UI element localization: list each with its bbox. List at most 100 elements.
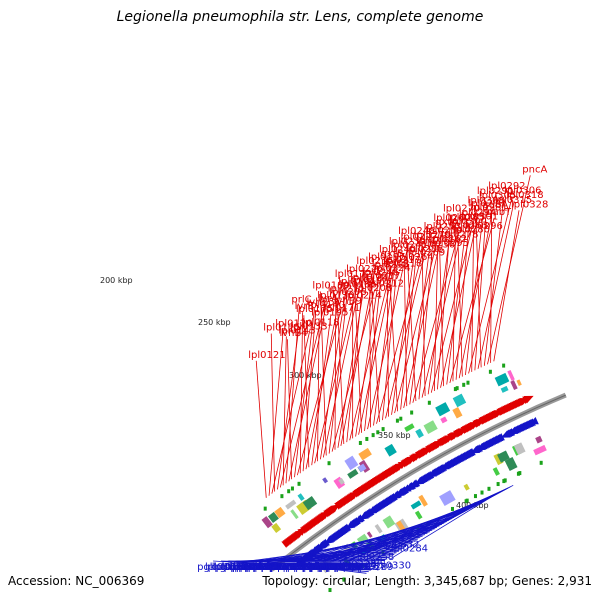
forward-gene-label: lpl0237 — [363, 271, 400, 282]
forward-gene-leader — [405, 236, 417, 402]
forward-gene-label: lpl0240 — [379, 245, 416, 256]
forward-gene-label: lpl0172 — [335, 269, 372, 280]
reverse-gene-leader — [349, 487, 509, 562]
forward-gene-label: lpl0269 — [408, 248, 445, 259]
forward-gene-label: lpl0214 — [345, 290, 382, 301]
forward-gene-leader — [285, 305, 300, 484]
forward-gene-label: lpl0263 — [451, 221, 488, 232]
feature-block — [267, 511, 279, 524]
forward-gene-label: lpl0328 — [511, 199, 548, 210]
feature-block — [504, 456, 518, 471]
forward-gene-leader — [294, 308, 315, 478]
forward-gene-leader — [370, 281, 380, 422]
forward-gene-label: lpl0294 — [459, 208, 496, 219]
feature-block — [415, 428, 424, 439]
feature-block — [322, 477, 329, 484]
forward-gene-label: lpl0125 — [263, 323, 300, 334]
reverse-gene-leader — [363, 488, 506, 562]
forward-gene-leader — [355, 270, 381, 437]
reverse-gene-label: lpl0232 — [274, 562, 311, 573]
rna-mark — [480, 490, 484, 495]
rna-mark — [376, 430, 380, 435]
feature-block — [302, 495, 318, 511]
forward-gene-leader — [437, 214, 452, 390]
forward-gene-leader — [311, 314, 332, 466]
forward-gene-label: lpl0279 — [414, 230, 451, 241]
forward-gene-leader — [340, 262, 377, 446]
forward-gene-leader — [299, 312, 304, 474]
reverse-gene-leader — [220, 560, 379, 566]
forward-gene-leader — [331, 289, 376, 452]
rna-mark — [342, 577, 346, 582]
reverse-gene-label: lpl0221 — [315, 562, 352, 573]
forward-gene-leader — [376, 246, 425, 424]
forward-gene-leader — [322, 286, 360, 458]
rna-mark — [466, 380, 470, 385]
forward-gene-label: lpl0296 — [466, 221, 503, 232]
reverse-gene-label: lpl0267 — [301, 562, 338, 573]
reverse-gene-label: lpl0249 — [283, 562, 320, 573]
forward-gene-label: lpl0285 — [448, 212, 485, 223]
forward-gene-leader — [303, 315, 310, 468]
rna-mark — [453, 387, 457, 392]
feature-block — [492, 467, 500, 476]
forward-gene-label: lpl0226 — [346, 264, 383, 275]
forward-gene-label: qxtB — [381, 248, 404, 259]
forward-gene-label: lpl0133 — [290, 321, 327, 332]
feature-block — [357, 463, 367, 473]
reverse-gene-label: lpl0298 — [332, 562, 369, 573]
forward-gene-label: lpl0281 — [470, 203, 507, 214]
forward-gene-label: lpl0211 — [328, 284, 365, 295]
feature-block — [384, 443, 397, 457]
reverse-gene-label: lpl0219 — [229, 562, 266, 573]
reverse-gene-leader — [213, 560, 372, 571]
feature-block — [440, 416, 448, 424]
forward-gene-label: lvhB9 — [334, 296, 362, 307]
forward-gene-label: lpl0186 — [340, 280, 377, 291]
reverse-gene-label: lpl0265 — [241, 562, 278, 573]
reverse-gene-label: lpl0266 — [284, 562, 321, 573]
reverse-gene-label: lpl0245 — [268, 562, 305, 573]
forward-gene-leader — [421, 240, 426, 396]
feature-block — [533, 444, 547, 456]
rna-mark — [462, 382, 466, 387]
reverse-gene-label: lpl0196 — [244, 562, 281, 573]
reverse-gene-label: lpl0261 — [233, 562, 270, 573]
forward-gene-leader — [391, 254, 415, 415]
rna-mark — [502, 479, 506, 484]
rna-mark — [502, 363, 506, 368]
reverse-gene — [341, 523, 352, 533]
reverse-gene-label: lpl0222 — [317, 562, 354, 573]
rna-mark — [297, 481, 301, 486]
forward-gene-label: lpl0206 — [329, 287, 366, 298]
forward-gene-label: lpl0318 — [506, 190, 543, 201]
forward-gene-label: qxtA — [435, 217, 458, 228]
forward-gene-label: lpl0217 — [384, 255, 421, 266]
forward-gene-leader — [458, 192, 497, 379]
scale-tick-label: 250 kbp — [198, 318, 231, 327]
reverse-gene-label: lpl0258 — [357, 552, 394, 563]
reverse-gene-label: lpl0256 — [324, 562, 361, 573]
forward-gene-leader — [255, 360, 267, 498]
forward-gene-leader — [364, 273, 382, 432]
reverse-gene-label: lpl0180 — [266, 562, 303, 573]
reverse-gene-label: lpl0176 — [236, 562, 273, 573]
reverse-gene-label: prpA — [234, 562, 258, 573]
forward-gene-label: prlC — [291, 294, 311, 305]
forward-gene-label: lpl0301 — [461, 212, 498, 223]
forward-gene-leader — [439, 249, 445, 387]
rna-mark — [450, 506, 454, 511]
rna-mark — [371, 433, 375, 438]
reverse-gene-label: lpl0204 — [252, 562, 289, 573]
rna-mark — [381, 427, 385, 432]
feature-block — [494, 372, 510, 387]
forward-gene-leader — [418, 236, 434, 400]
feature-block — [435, 402, 451, 417]
forward-gene-leader — [302, 311, 317, 472]
forward-gene-label: lpl0208 — [355, 283, 392, 294]
forward-gene-leader — [386, 255, 389, 417]
reverse-gene-label: lpl0349 — [333, 562, 370, 573]
accession-label: Accession: NC_006369 — [8, 574, 145, 588]
scale-tick-label: 200 kbp — [100, 276, 133, 285]
forward-gene-label: lpl0194 — [338, 276, 375, 287]
